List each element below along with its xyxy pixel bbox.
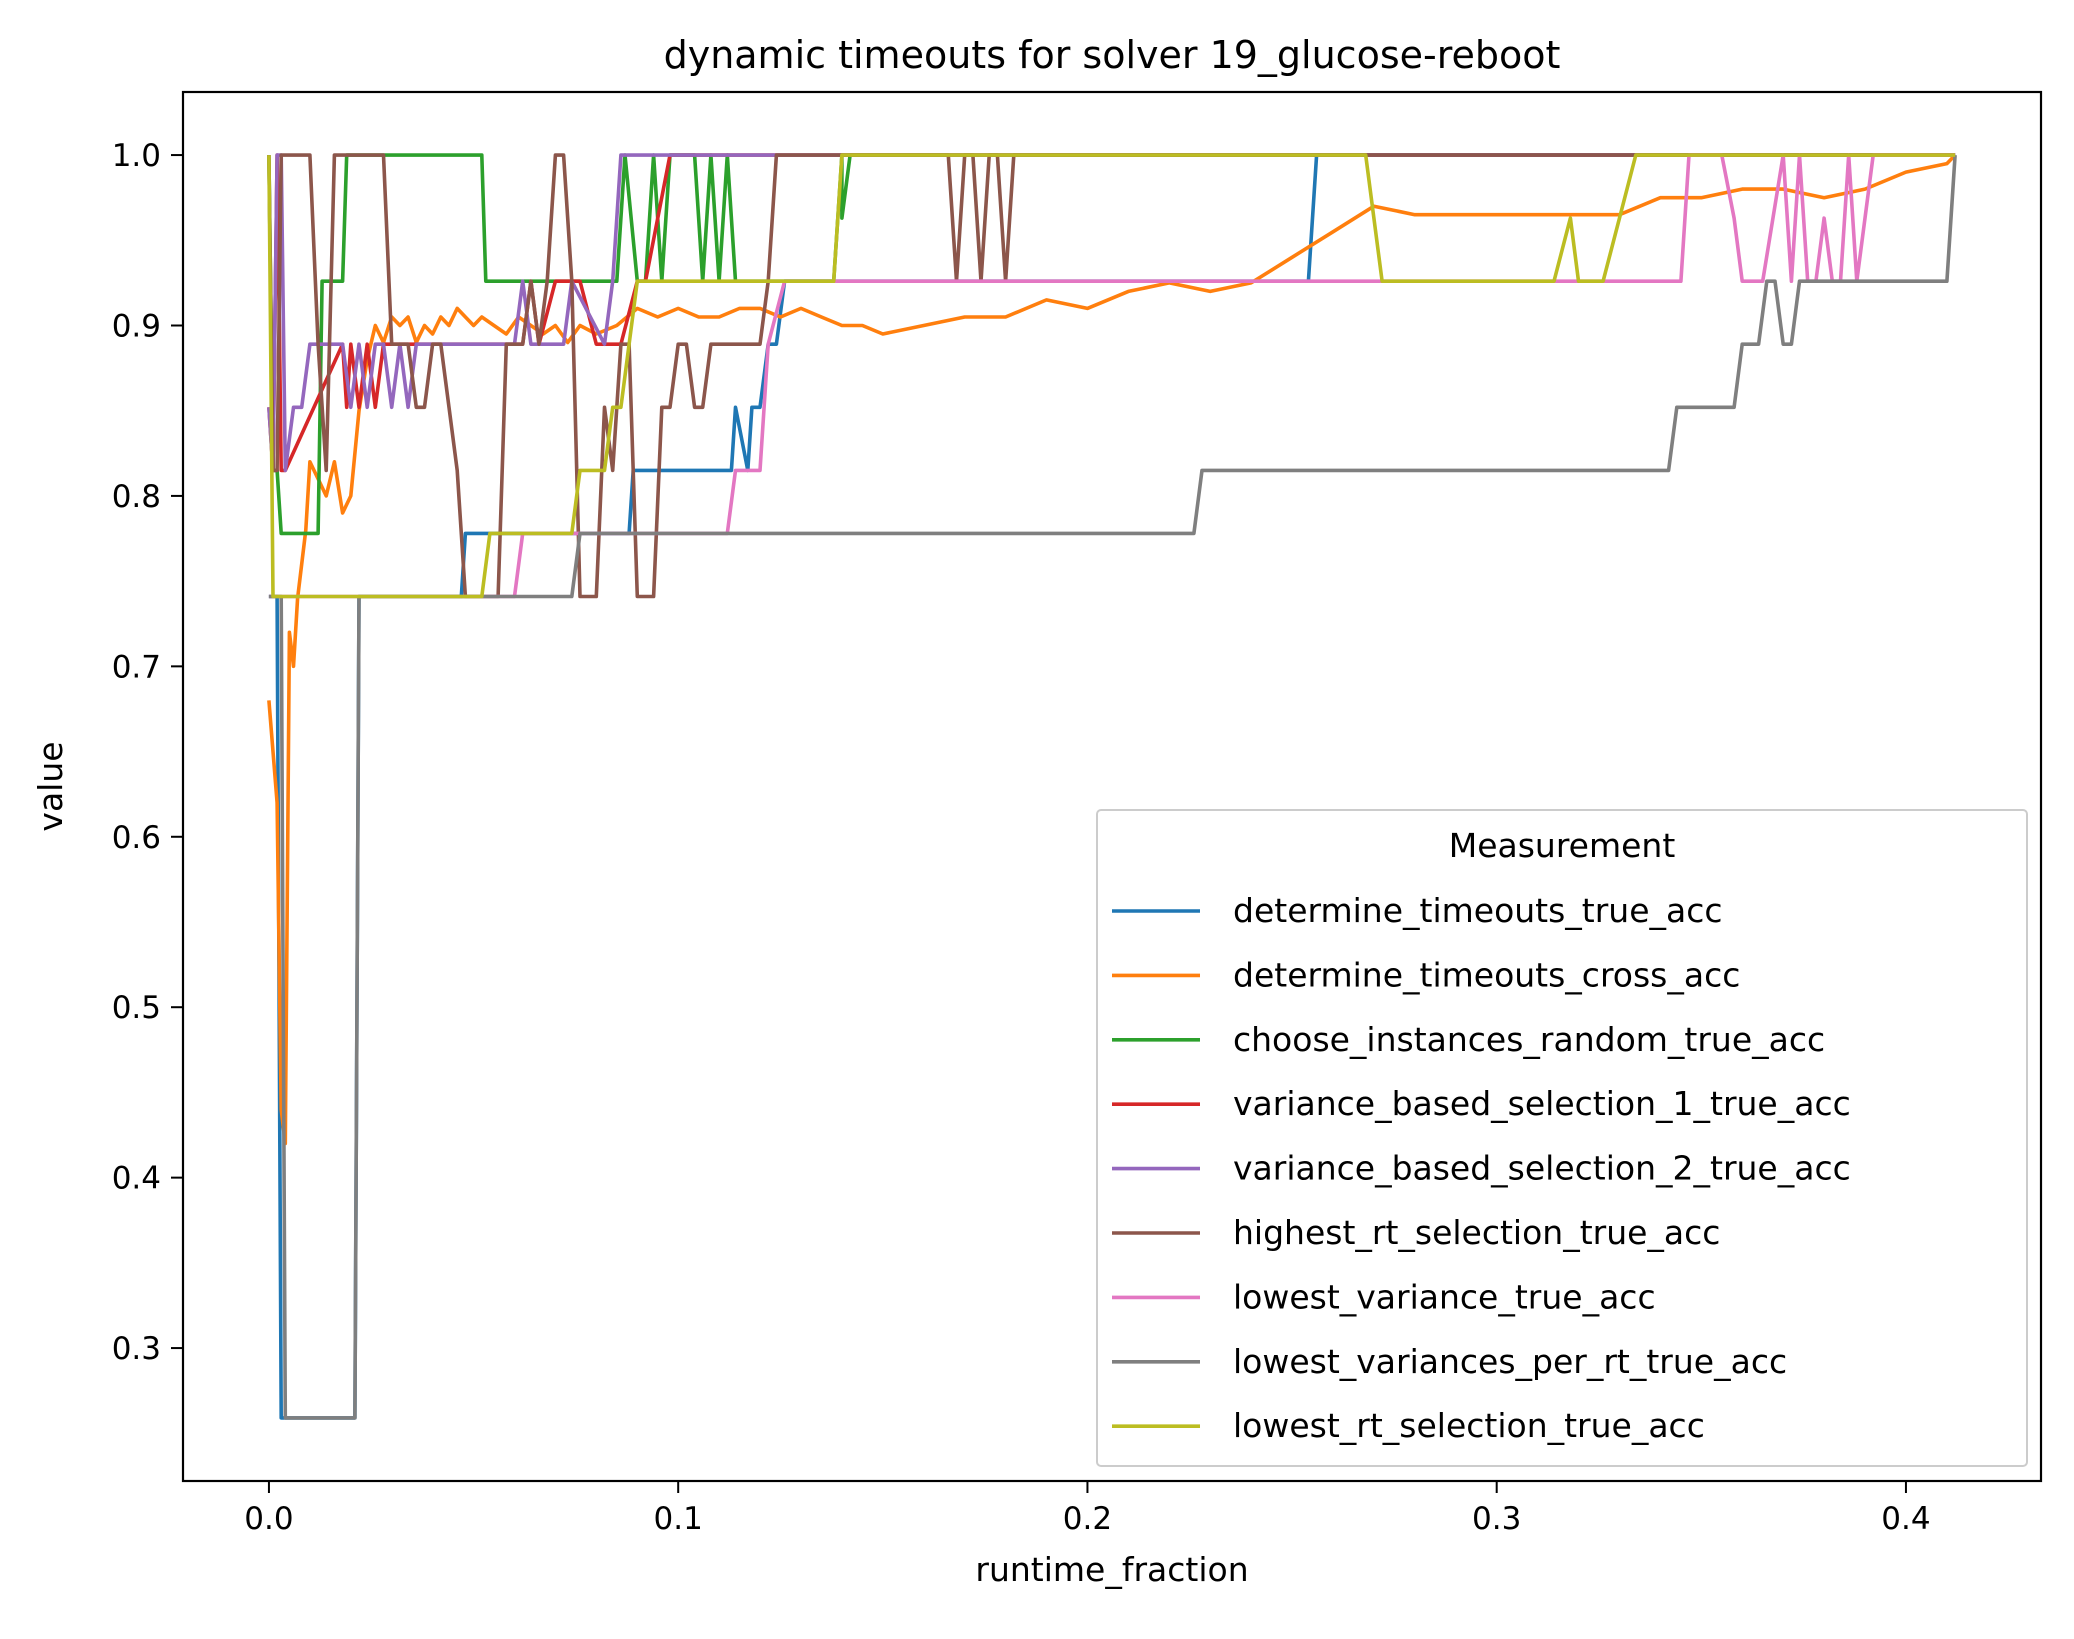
y-tick-label: 0.8 (112, 479, 161, 515)
legend-title: Measurement (1449, 826, 1676, 865)
y-tick-label: 0.9 (112, 308, 161, 344)
legend-label: lowest_variance_true_acc (1233, 1277, 1656, 1316)
y-tick-label: 0.4 (112, 1161, 161, 1197)
y-tick-label: 0.7 (112, 649, 161, 685)
axes-frame (181, 90, 2043, 1483)
chart-title: dynamic timeouts for solver 19_glucose-r… (664, 33, 1561, 77)
x-tick-label: 0.2 (1063, 1501, 1112, 1537)
y-axis: 0.3 0.4 0.5 0.6 0.7 0.8 0.9 1.0 (112, 138, 183, 1367)
series-line-1 (267, 153, 1957, 1146)
legend-label: determine_timeouts_cross_acc (1233, 955, 1740, 994)
legend-label: lowest_variances_per_rt_true_acc (1233, 1342, 1787, 1381)
legend-label: variance_based_selection_2_true_acc (1233, 1149, 1851, 1188)
legend-label: determine_timeouts_true_acc (1233, 891, 1723, 930)
y-tick-label: 0.5 (112, 990, 161, 1026)
x-axis-label: runtime_fraction (975, 1550, 1248, 1589)
legend-label: lowest_rt_selection_true_acc (1233, 1406, 1705, 1445)
series-line-8 (267, 153, 1956, 599)
y-tick-label: 1.0 (112, 138, 161, 174)
y-tick-label: 0.6 (112, 820, 161, 856)
x-tick-label: 0.3 (1472, 1501, 1521, 1537)
x-axis: 0.0 0.1 0.2 0.3 0.4 (244, 1481, 1931, 1537)
legend-label: highest_rt_selection_true_acc (1233, 1213, 1720, 1252)
x-tick-label: 0.0 (244, 1501, 293, 1537)
x-tick-label: 0.4 (1881, 1501, 1930, 1537)
series-line-7 (268, 154, 1957, 1420)
y-tick-label: 0.3 (112, 1331, 161, 1367)
legend-label: variance_based_selection_1_true_acc (1233, 1084, 1851, 1123)
y-axis-label: value (31, 741, 70, 831)
x-tick-label: 0.1 (654, 1501, 703, 1537)
legend-label: choose_instances_random_true_acc (1233, 1020, 1825, 1059)
legend-items: determine_timeouts_true_acc determine_tim… (1112, 891, 1851, 1445)
legend-box (1096, 809, 2028, 1467)
plot-area (267, 153, 1957, 1420)
legend: Measurement determine_timeouts_true_accd… (1096, 809, 2028, 1467)
series-line-4 (267, 153, 1956, 473)
